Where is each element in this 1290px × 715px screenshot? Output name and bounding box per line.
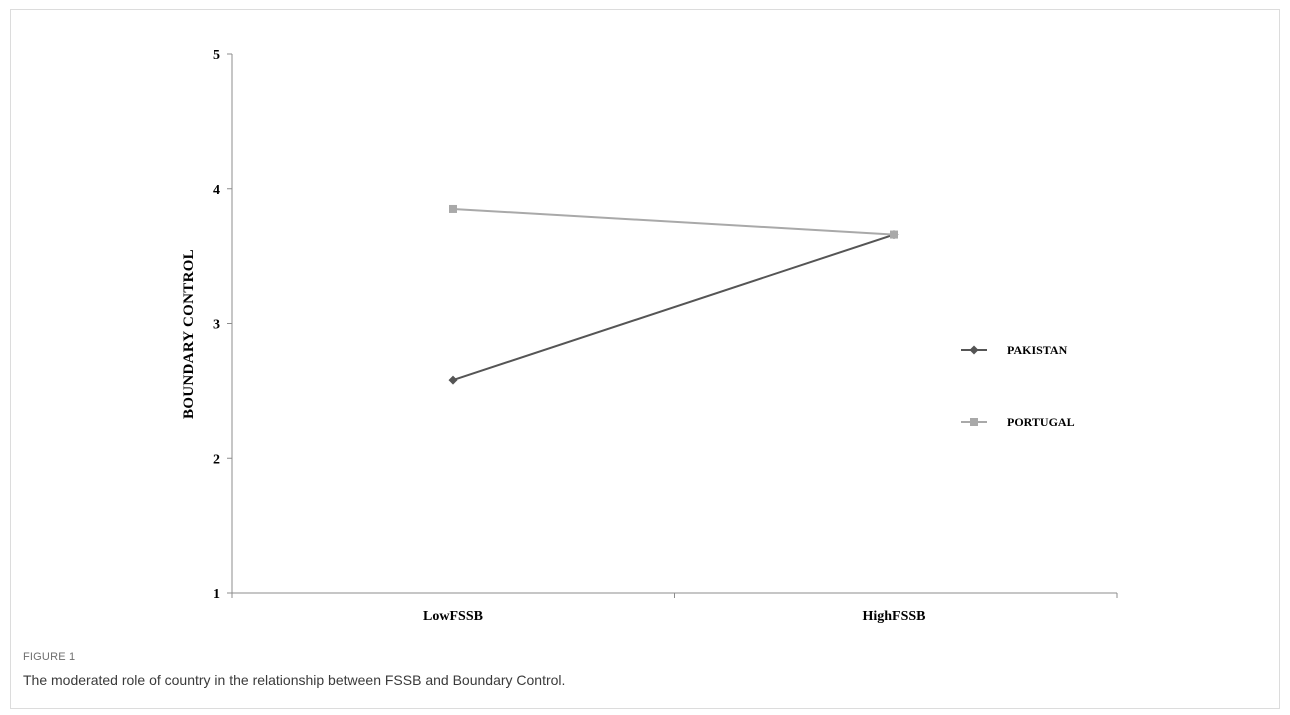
- line-chart: 1 2 3 4 5 LowFSSB HighFSSB BOUNDARY CONTROL P…: [181, 48, 1118, 624]
- y-axis: 1 2 3 4 5: [213, 48, 233, 602]
- y-tick-label: 1: [213, 587, 220, 602]
- series-line-pakistan: [452, 233, 895, 382]
- x-category-label: LowFSSB: [423, 609, 483, 624]
- y-tick-label: 2: [213, 452, 220, 467]
- x-category-label: HighFSSB: [862, 609, 925, 624]
- y-tick-label: 3: [213, 318, 220, 333]
- data-point-portugal: [890, 230, 898, 239]
- legend: PAKISTAN PORTUGAL: [961, 343, 1075, 429]
- x-axis: LowFSSB HighFSSB: [231, 592, 1118, 624]
- series-line-portugal: [452, 207, 895, 236]
- series-layer: [448, 204, 899, 385]
- legend-swatch-marker: [970, 418, 978, 426]
- y-tick-label: 4: [213, 183, 220, 198]
- figure-caption: The moderated role of country in the rel…: [23, 672, 566, 688]
- y-axis-title: BOUNDARY CONTROL: [181, 249, 197, 419]
- data-point-portugal: [449, 204, 457, 213]
- legend-label: PORTUGAL: [1007, 415, 1075, 429]
- figure-label: FIGURE 1: [23, 651, 76, 663]
- data-point-pakistan: [448, 375, 458, 385]
- y-tick-label: 5: [213, 48, 220, 63]
- legend-swatch-marker: [969, 345, 979, 355]
- legend-label: PAKISTAN: [1007, 343, 1068, 357]
- figure-frame: 1 2 3 4 5 LowFSSB HighFSSB BOUNDARY CONTROL P…: [10, 9, 1280, 709]
